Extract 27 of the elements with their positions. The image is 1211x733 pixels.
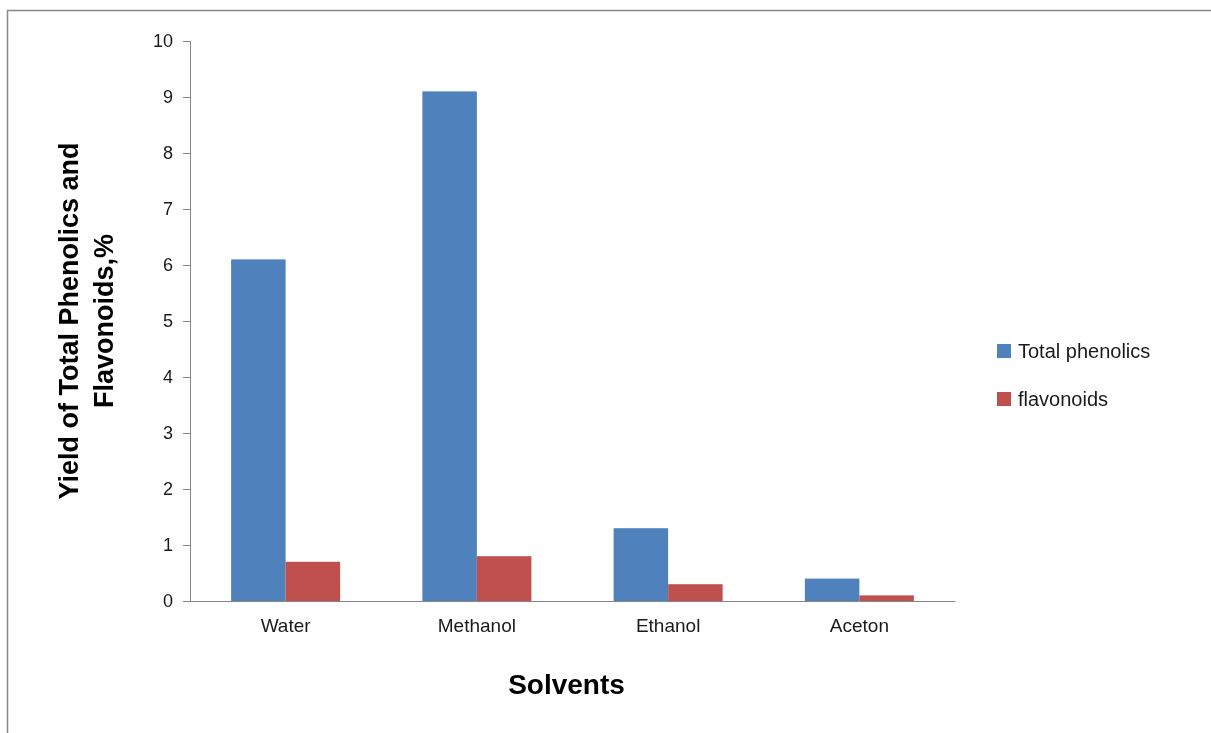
legend-label: flavonoids (1018, 388, 1109, 410)
x-tick-label: Methanol (437, 615, 516, 637)
bar (285, 561, 341, 601)
y-tick-label: 5 (162, 311, 173, 332)
bar (668, 584, 723, 601)
bar (231, 259, 286, 601)
y-tick-label: 10 (152, 31, 173, 52)
y-tick-label: 1 (162, 535, 173, 556)
y-tick-label: 2 (162, 479, 173, 500)
x-tick-label: Ethanol (635, 615, 701, 637)
x-tick-label: Aceton (829, 615, 889, 637)
y-tick-label: 7 (162, 199, 173, 220)
y-tick-label: 4 (162, 367, 173, 388)
legend-label: Total phenolics (1018, 340, 1151, 362)
y-tick-label: 6 (162, 255, 173, 276)
y-tick-label: 9 (162, 87, 173, 108)
bar (613, 528, 669, 601)
bar (476, 556, 532, 601)
bar (422, 91, 477, 601)
bar (804, 578, 860, 601)
bar (859, 595, 914, 601)
x-axis-title: Solvents (508, 669, 625, 700)
y-tick-label: 3 (162, 423, 173, 444)
x-tick-label: Water (260, 615, 312, 637)
y-tick-label: 8 (162, 143, 173, 164)
y-axis-title: Yield of Total Phenolics and Flavonoids,% (54, 142, 119, 500)
y-tick-label: 0 (162, 591, 173, 612)
